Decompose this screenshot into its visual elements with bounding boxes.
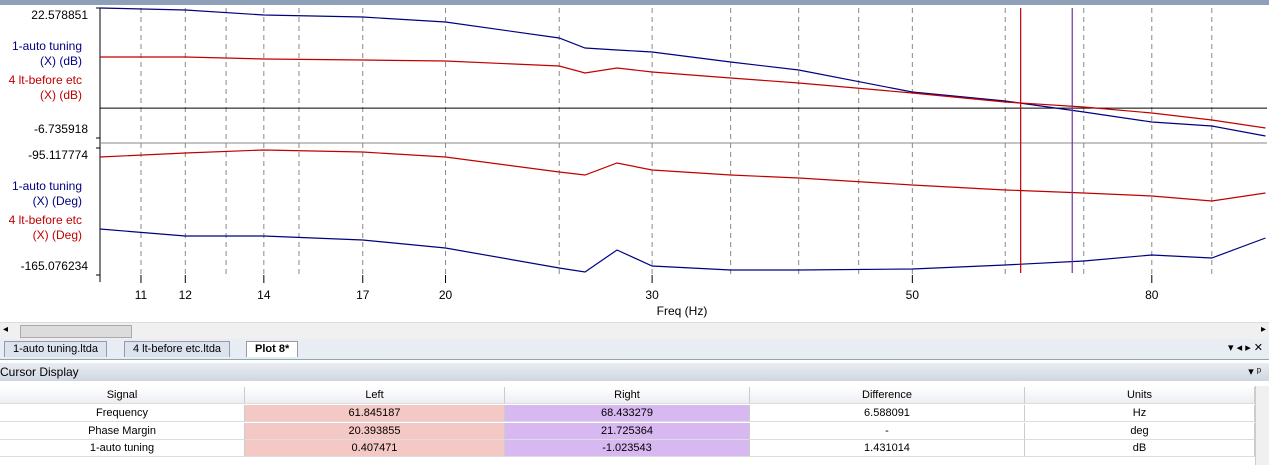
x-tick-label: 17 [356,288,370,302]
x-tick-label: 20 [439,288,453,302]
panel-title: Cursor Display [0,363,1269,381]
tab-controls[interactable]: ▾ ◂ ▸ ✕ [1228,342,1263,354]
table-cell: dB [1025,440,1255,457]
series-line [99,149,1266,202]
x-tick-label: 30 [645,288,659,302]
table-cell: 21.725364 [505,422,750,440]
scroll-thumb[interactable] [20,325,132,338]
column-header: Left [245,387,505,404]
series-line [99,228,1266,273]
y-tick-label: -165.076234 [21,259,89,273]
table-cell: 1-auto tuning [0,440,245,457]
horizontal-scrollbar[interactable]: ◂ ▸ [0,322,1269,339]
table-cell: deg [1025,422,1255,440]
x-axis-label: Freq (Hz) [657,304,708,318]
table-cell: Frequency [0,405,245,422]
table-scrollbar[interactable] [1255,386,1269,465]
x-tick-label: 14 [257,288,271,302]
y-tick-label: -6.735918 [34,122,88,136]
series-line [99,7,1266,137]
x-tick-label: 80 [1145,288,1159,302]
table-cell: 6.588091 [750,405,1025,422]
table-cell: Phase Margin [0,422,245,440]
y-tick-label: -95.117774 [28,148,88,162]
table-cell: -1.023543 [505,440,750,457]
table-cell: Hz [1025,405,1255,422]
table-cell: - [750,422,1025,440]
x-tick-label: 11 [135,288,148,302]
legend-entry: 1-auto tuning (X) (dB) [11,39,82,68]
tab[interactable]: 1-auto tuning.ltda [4,341,108,357]
y-tick-label: 22.578851 [31,8,88,22]
legend-entry: 4 lt-before etc (X) (dB) [8,73,82,102]
x-tick-label: 12 [179,288,193,302]
scroll-right[interactable]: ▸ [1260,324,1266,335]
column-header: Signal [0,387,245,404]
table-cell: 20.393855 [245,422,505,440]
bode-plot: Freq (Hz) 11 12 14 17 20 30 50 80 -6.735918 22.57… [21,7,1267,318]
table-cell: 0.407471 [245,440,505,457]
series-line [100,56,1266,129]
tab[interactable]: Plot 8* [246,341,299,357]
tab-bar: ▾ ◂ ▸ ✕ 1-auto tuning.ltda 4 lt-before et… [0,339,1269,360]
x-tick-label: 50 [906,288,920,302]
legend-entry: 4 lt-before etc (X) (Deg) [8,213,82,242]
panel-controls[interactable]: ▾ ᵖ [1248,366,1261,378]
tab[interactable]: 4 lt-before etc.ltda [124,341,231,357]
column-header: Right [505,387,750,404]
column-header: Units [1025,387,1255,404]
column-header: Difference [750,387,1025,404]
top-strip [0,0,1269,5]
table-cell: 68.433279 [505,405,750,422]
legend-entry: 1-auto tuning (X) (Deg) [11,179,82,208]
table-cell: 61.845187 [245,405,505,422]
table-cell: 1.431014 [750,440,1025,457]
scroll-left[interactable]: ◂ [3,324,9,335]
